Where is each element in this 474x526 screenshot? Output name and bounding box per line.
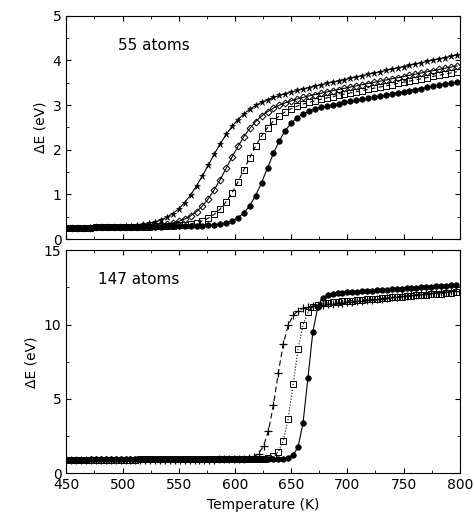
Text: 147 atoms: 147 atoms xyxy=(98,272,179,288)
X-axis label: Temperature (K): Temperature (K) xyxy=(207,498,319,512)
Text: 55 atoms: 55 atoms xyxy=(118,38,189,53)
Y-axis label: ΔE (eV): ΔE (eV) xyxy=(24,336,38,388)
Y-axis label: ΔE (eV): ΔE (eV) xyxy=(33,102,47,153)
